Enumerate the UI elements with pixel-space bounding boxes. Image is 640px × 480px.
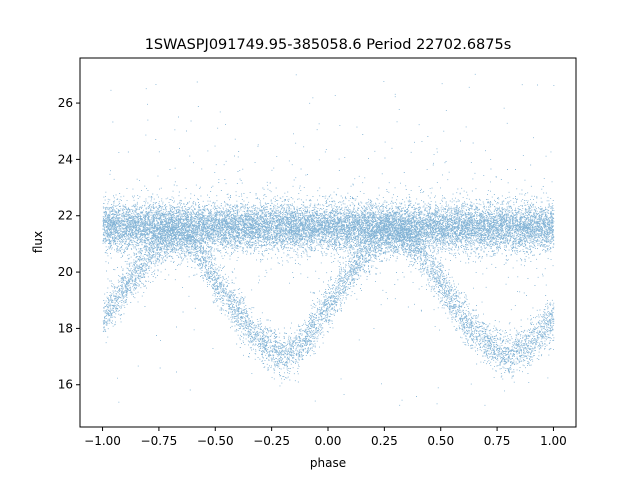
scatter-points [102, 73, 555, 406]
x-tick-label: 1.00 [540, 434, 567, 448]
x-tick-label: −0.75 [141, 434, 178, 448]
scatter-point-cloud [102, 73, 555, 406]
y-axis: 16 18 20 22 24 26 [58, 96, 80, 392]
y-tick-label: 16 [58, 378, 73, 392]
y-tick-label: 26 [58, 96, 73, 110]
chart-title: 1SWASPJ091749.95-385058.6 Period 22702.6… [145, 37, 512, 53]
y-tick-label: 24 [58, 152, 73, 166]
x-tick-label: 0.00 [315, 434, 342, 448]
y-tick-label: 18 [58, 321, 73, 335]
x-axis: −1.00 −0.75 −0.50 −0.25 0.00 0.25 0.50 0.75 1.00 [84, 427, 567, 448]
x-tick-label: 0.25 [371, 434, 398, 448]
x-tick-label: −0.50 [197, 434, 234, 448]
x-tick-label: 0.50 [427, 434, 454, 448]
y-tick-label: 22 [58, 209, 73, 223]
y-axis-label: flux [31, 231, 45, 253]
x-tick-label: −1.00 [84, 434, 121, 448]
x-tick-label: −0.25 [253, 434, 290, 448]
y-tick-label: 20 [58, 265, 73, 279]
x-axis-label: phase [310, 456, 346, 470]
x-tick-label: 0.75 [484, 434, 511, 448]
